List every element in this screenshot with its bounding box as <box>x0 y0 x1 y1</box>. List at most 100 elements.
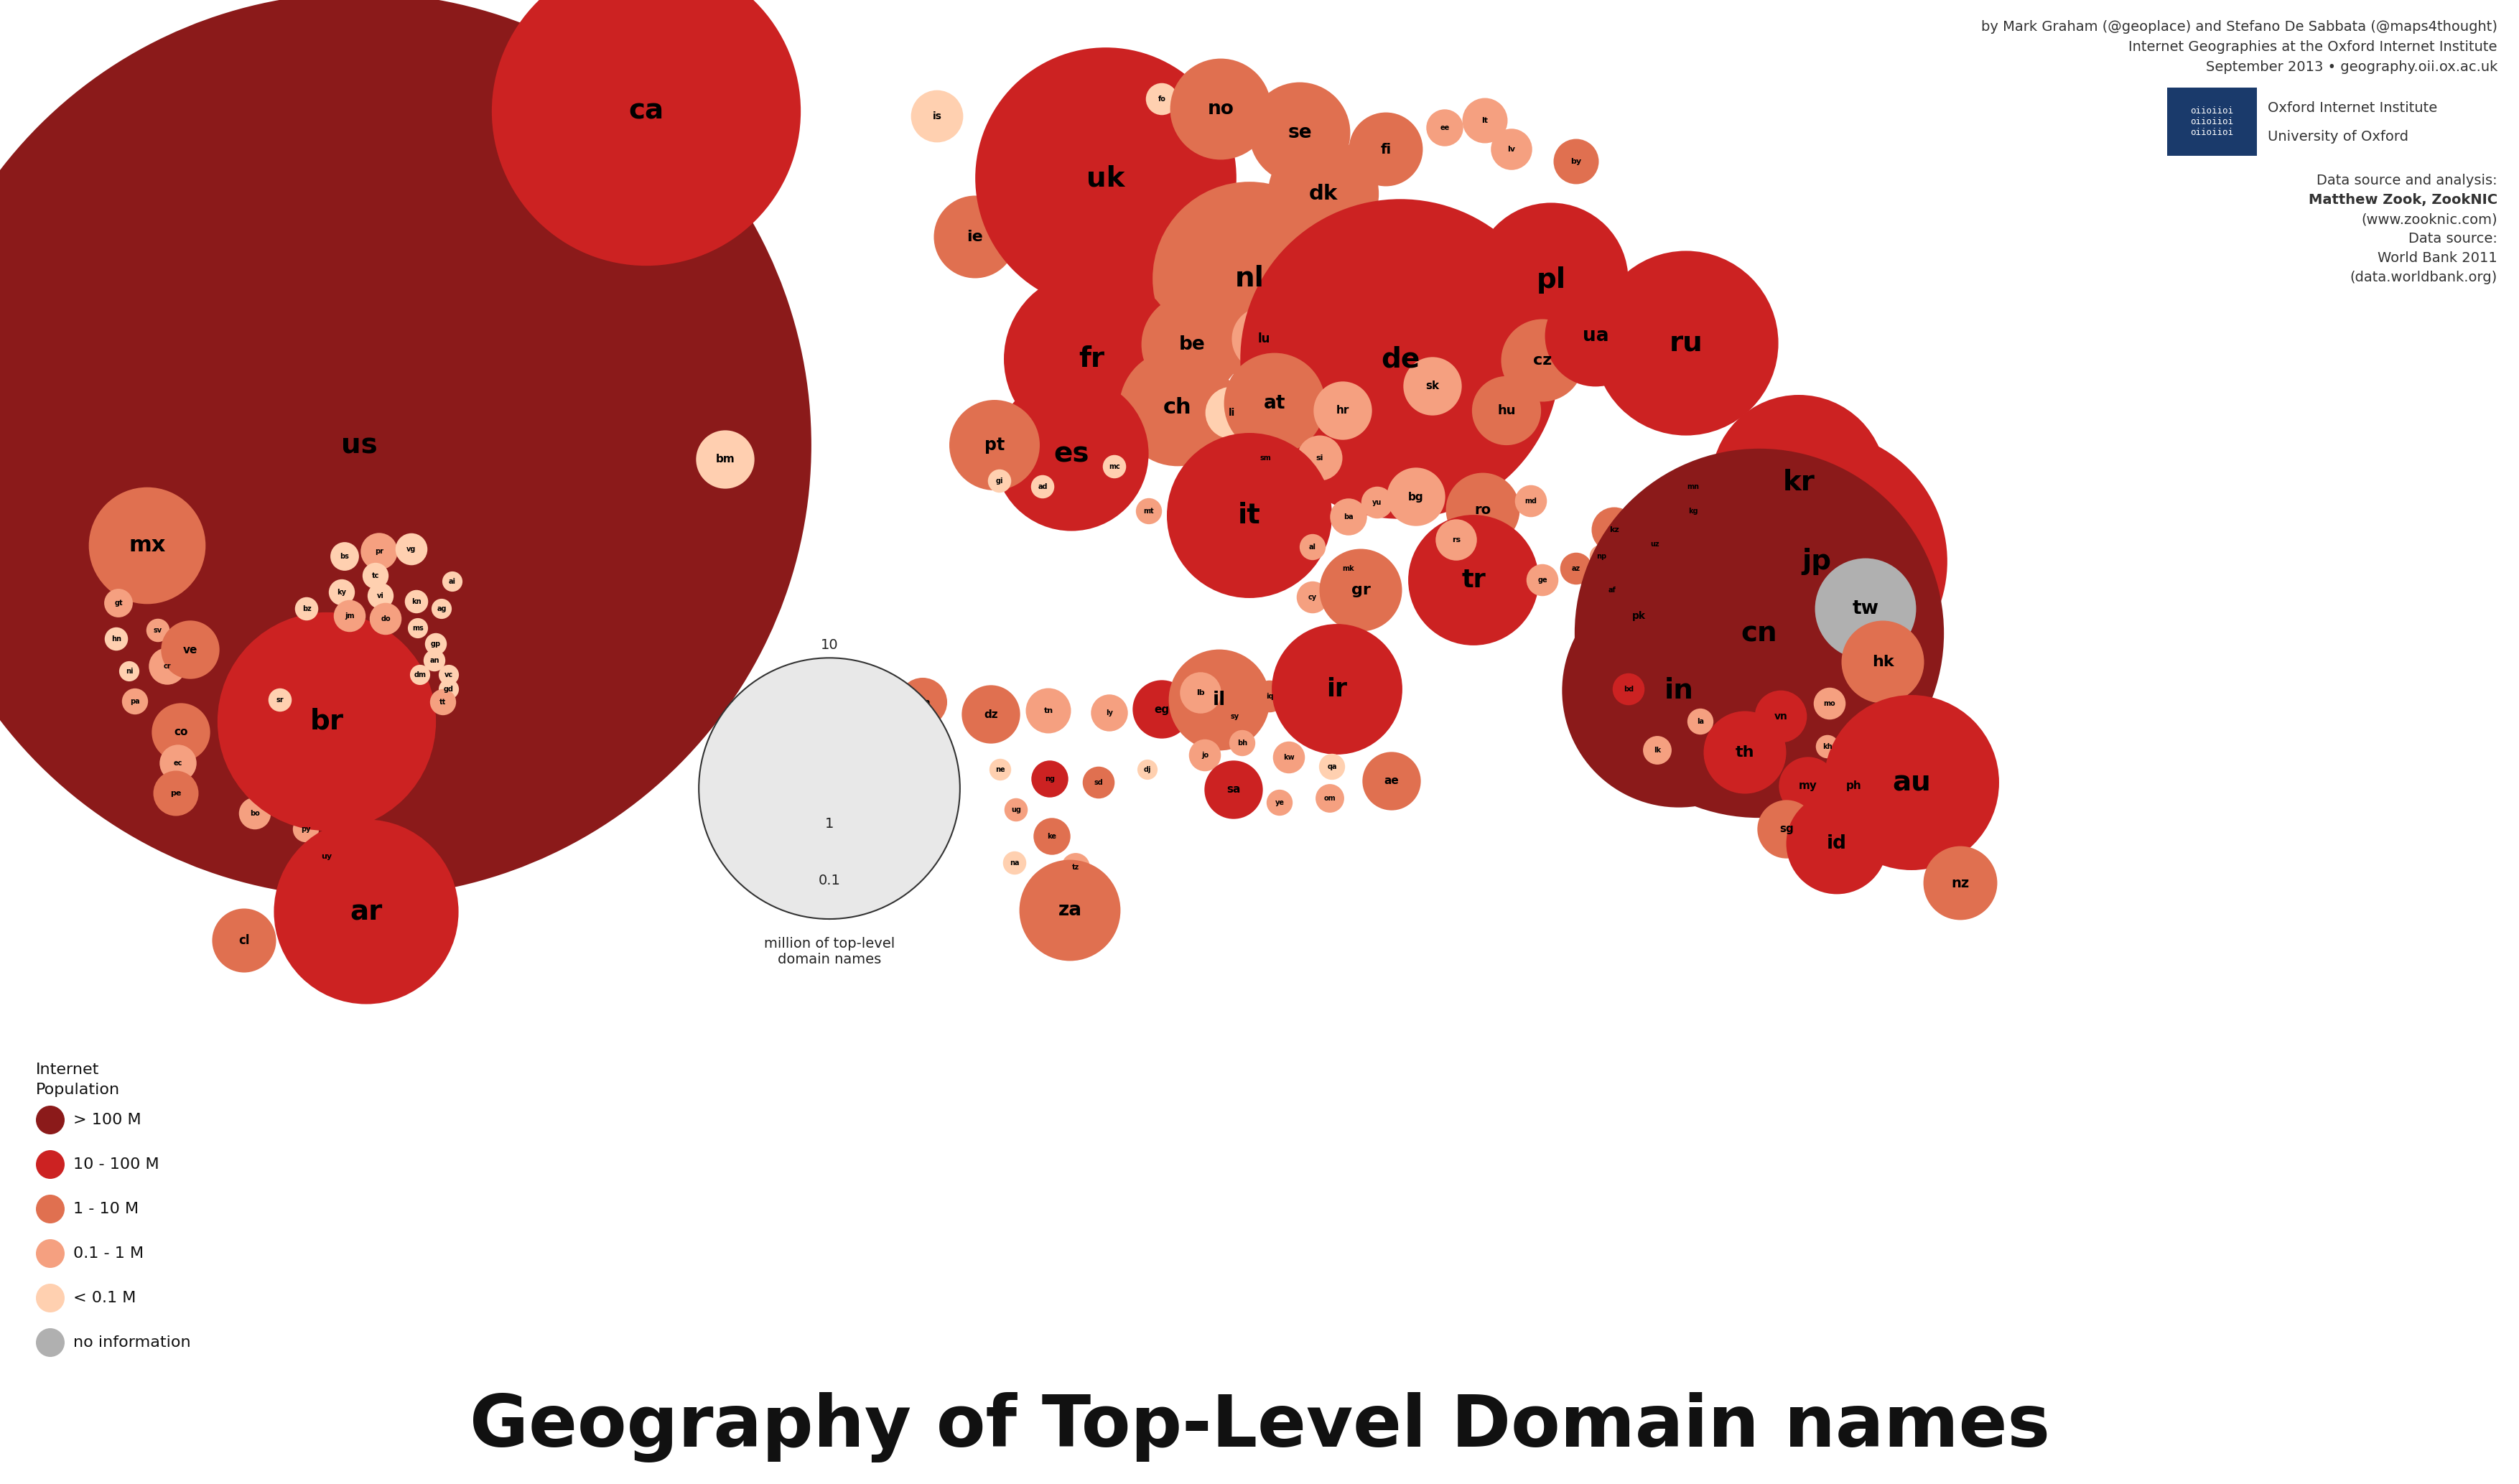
Text: vc: vc <box>443 671 453 678</box>
Text: 10: 10 <box>821 638 839 651</box>
Text: sg: sg <box>1778 824 1794 834</box>
Text: co: co <box>174 727 189 738</box>
Text: mn: mn <box>1688 484 1700 490</box>
Circle shape <box>1224 353 1325 454</box>
Circle shape <box>491 0 801 266</box>
Text: Internet Geographies at the Oxford Internet Institute: Internet Geographies at the Oxford Inter… <box>2129 40 2496 53</box>
Circle shape <box>1312 381 1373 439</box>
Text: kg: kg <box>1688 508 1698 515</box>
Circle shape <box>1491 129 1532 171</box>
Circle shape <box>1436 519 1476 561</box>
Text: tz: tz <box>1073 864 1078 871</box>
Circle shape <box>1204 761 1262 819</box>
Text: ky: ky <box>338 589 348 597</box>
Text: mc: mc <box>1108 463 1121 470</box>
Text: sm: sm <box>1260 454 1272 462</box>
Text: dk: dk <box>1310 184 1338 203</box>
Text: jm: jm <box>345 613 355 620</box>
Text: pk: pk <box>1632 611 1645 620</box>
Circle shape <box>431 598 451 619</box>
Circle shape <box>35 1195 65 1223</box>
Circle shape <box>330 542 360 571</box>
Text: ca: ca <box>630 98 665 125</box>
Circle shape <box>423 650 446 671</box>
Text: bz: bz <box>302 605 312 613</box>
Text: af: af <box>1607 586 1615 594</box>
Circle shape <box>1595 251 1778 435</box>
Circle shape <box>333 600 365 632</box>
Text: oiioiioi
oiioiioi
oiioiioi: oiioiioi oiioiioi oiioiioi <box>2192 107 2234 137</box>
Text: bm: bm <box>715 454 736 464</box>
Circle shape <box>1816 558 1917 659</box>
Text: il: il <box>1212 690 1227 709</box>
Circle shape <box>1786 792 1887 895</box>
Circle shape <box>159 745 196 782</box>
Circle shape <box>1642 531 1668 558</box>
Circle shape <box>1005 272 1179 447</box>
Circle shape <box>1514 485 1547 516</box>
Text: sa: sa <box>1227 785 1239 795</box>
Text: bg: bg <box>1408 491 1423 502</box>
Circle shape <box>35 1239 65 1267</box>
Circle shape <box>1103 456 1126 478</box>
Text: ai: ai <box>448 577 456 585</box>
Text: be: be <box>1179 335 1204 355</box>
Text: ag: ag <box>436 605 446 613</box>
Circle shape <box>788 837 872 919</box>
Text: mt: mt <box>1144 508 1154 515</box>
Text: lv: lv <box>1506 145 1516 153</box>
Text: np: np <box>1597 554 1607 559</box>
Text: in: in <box>1665 677 1693 705</box>
Circle shape <box>1589 545 1612 568</box>
Circle shape <box>1229 730 1254 757</box>
Circle shape <box>360 533 398 570</box>
Circle shape <box>1118 349 1237 466</box>
Text: eg: eg <box>1154 703 1169 715</box>
Text: ee: ee <box>1441 125 1448 132</box>
Text: do: do <box>380 616 390 622</box>
Circle shape <box>816 893 841 919</box>
Text: iq: iq <box>1265 693 1272 700</box>
Circle shape <box>35 1106 65 1134</box>
Circle shape <box>1464 98 1506 144</box>
Text: is: is <box>932 111 942 122</box>
Circle shape <box>1134 680 1191 739</box>
Text: mk: mk <box>1343 565 1355 573</box>
Text: nz: nz <box>1952 876 1970 890</box>
Text: za: za <box>1058 901 1081 920</box>
Text: ug: ug <box>1010 806 1020 813</box>
Text: ir: ir <box>1328 677 1348 702</box>
Text: lk: lk <box>1652 746 1660 754</box>
Circle shape <box>426 634 446 654</box>
Circle shape <box>270 689 292 712</box>
Circle shape <box>307 835 348 877</box>
Circle shape <box>950 399 1040 490</box>
Circle shape <box>1814 687 1846 720</box>
Text: ph: ph <box>1846 781 1862 791</box>
Circle shape <box>987 469 1010 493</box>
Text: sv: sv <box>154 626 161 634</box>
Text: an: an <box>431 657 438 665</box>
Text: sr: sr <box>277 696 285 703</box>
Text: tc: tc <box>373 573 380 579</box>
Text: kw: kw <box>1282 754 1295 761</box>
Circle shape <box>1297 582 1328 613</box>
Circle shape <box>1179 672 1222 714</box>
Circle shape <box>1426 110 1464 147</box>
Text: 10 - 100 M: 10 - 100 M <box>73 1158 159 1172</box>
Text: dj: dj <box>1144 766 1151 773</box>
Circle shape <box>1154 181 1345 375</box>
Text: (data.worldbank.org): (data.worldbank.org) <box>2350 270 2496 285</box>
Circle shape <box>1403 358 1461 416</box>
Text: si: si <box>1315 454 1322 462</box>
Text: 1: 1 <box>824 818 834 831</box>
Text: lu: lu <box>1257 332 1270 346</box>
Circle shape <box>1824 695 2000 870</box>
Text: ad: ad <box>1038 484 1048 490</box>
Text: hu: hu <box>1496 404 1516 417</box>
Circle shape <box>975 47 1237 309</box>
Circle shape <box>1562 574 1796 807</box>
Circle shape <box>912 775 937 798</box>
Text: cn: cn <box>1741 620 1778 647</box>
Circle shape <box>1254 681 1285 712</box>
